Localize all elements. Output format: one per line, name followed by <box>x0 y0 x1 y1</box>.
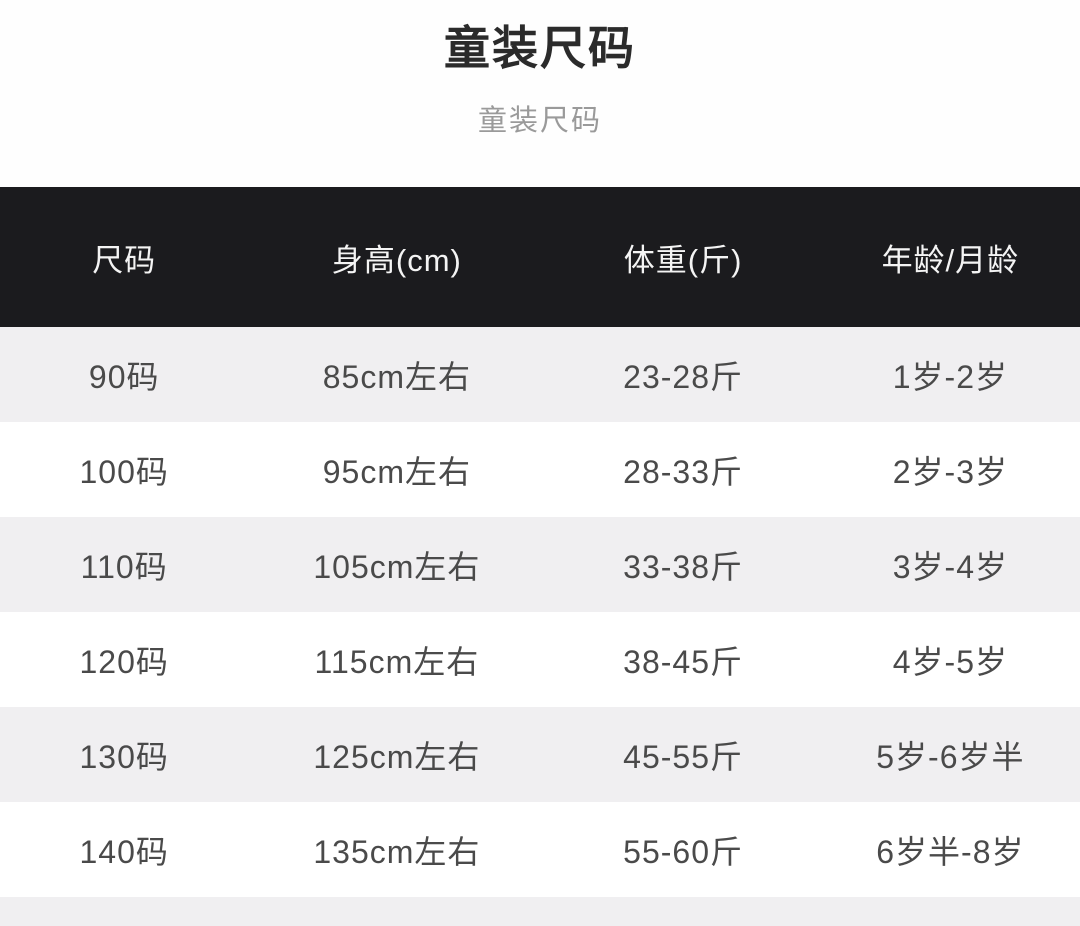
cell-height: 115cm左右 <box>314 643 480 680</box>
column-header-size: 尺码 <box>92 242 157 278</box>
column-header-weight: 体重(斤) <box>623 242 743 278</box>
cell-age: 3岁-4岁 <box>892 548 1008 585</box>
cell-age: 4岁-5岁 <box>892 643 1008 680</box>
cell-age: 6岁半-8岁 <box>876 833 1025 870</box>
cell-weight: 38-45斤 <box>623 643 744 680</box>
page-title: 童装尺码 <box>444 22 636 74</box>
cell-size: 140码 <box>79 833 169 870</box>
cell-weight: 33-38斤 <box>623 548 744 585</box>
table-row-partial <box>0 897 1080 926</box>
table-row: 120码 115cm左右 38-45斤 4岁-5岁 <box>0 612 1080 707</box>
cell-size: 90码 <box>88 358 160 395</box>
cell-weight: 28-33斤 <box>623 453 744 490</box>
cell-height: 135cm左右 <box>313 833 481 870</box>
cell-height: 125cm左右 <box>313 738 481 775</box>
cell-weight: 45-55斤 <box>623 738 744 775</box>
cell-size: 110码 <box>80 548 168 585</box>
table-row: 130码 125cm左右 45-55斤 5岁-6岁半 <box>0 707 1080 802</box>
cell-age: 2岁-3岁 <box>892 453 1008 490</box>
cell-age: 1岁-2岁 <box>892 358 1008 395</box>
cell-height: 85cm左右 <box>322 358 472 395</box>
table-row: 110码 105cm左右 33-38斤 3岁-4岁 <box>0 517 1080 612</box>
column-header-height: 身高(cm) <box>331 242 462 278</box>
cell-size: 120码 <box>79 643 169 680</box>
cell-weight: 55-60斤 <box>623 833 744 870</box>
cell-age: 5岁-6岁半 <box>876 738 1025 775</box>
column-header-age: 年龄/月龄 <box>881 242 1020 278</box>
table-header-row: 尺码 身高(cm) 体重(斤) 年龄/月龄 <box>0 187 1080 327</box>
cell-size: 130码 <box>79 738 169 775</box>
table-row: 140码 135cm左右 55-60斤 6岁半-8岁 <box>0 802 1080 897</box>
table-row: 90码 85cm左右 23-28斤 1岁-2岁 <box>0 327 1080 422</box>
cell-height: 95cm左右 <box>322 453 472 490</box>
cell-size: 100码 <box>79 453 169 490</box>
size-table: 尺码 身高(cm) 体重(斤) 年龄/月龄 90码 85cm左右 23-28斤 … <box>0 187 1080 926</box>
cell-weight: 23-28斤 <box>623 358 744 395</box>
cell-height: 105cm左右 <box>313 548 481 585</box>
page-subtitle: 童装尺码 <box>477 105 602 137</box>
table-row: 100码 95cm左右 28-33斤 2岁-3岁 <box>0 422 1080 517</box>
